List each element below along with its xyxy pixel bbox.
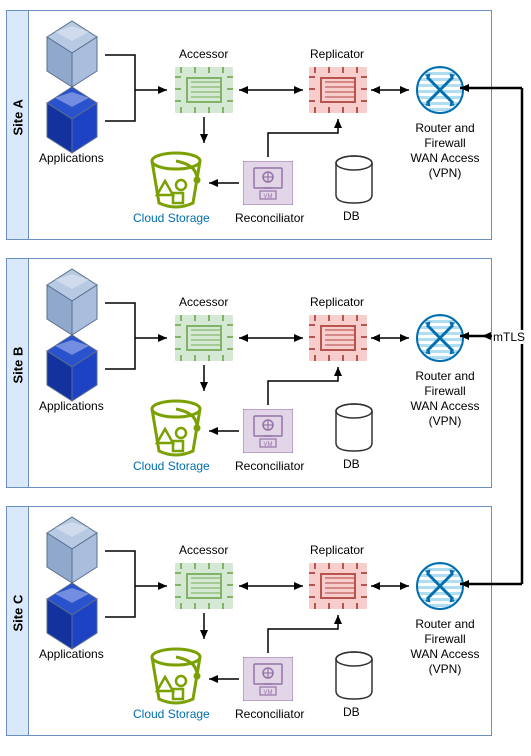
router-firewall-icon	[415, 65, 465, 120]
cloud-storage-bucket-icon	[147, 151, 205, 216]
replicator-chip-icon	[309, 563, 367, 614]
accessor-chip-icon	[175, 67, 233, 118]
replicator-chip-icon	[309, 67, 367, 118]
cloud-storage-label: Cloud Storage	[133, 707, 210, 722]
database-icon	[333, 651, 375, 706]
reconciliator-label: Reconciliator	[235, 707, 304, 722]
db-label: DB	[343, 209, 360, 224]
site-label-strip: Site A	[7, 11, 29, 239]
applications-label: Applications	[39, 399, 104, 414]
router-label: Router andFirewallWAN Access(VPN)	[405, 121, 485, 181]
site-name-label: Site C	[11, 610, 26, 632]
application-box-icon	[41, 267, 111, 337]
svg-text:VM: VM	[264, 690, 273, 696]
router-firewall-icon	[415, 313, 465, 368]
site-block-b: Site B Applications Accessor Replicator Rout…	[6, 258, 492, 488]
reconciliator-vm-icon: VM	[243, 161, 293, 210]
router-firewall-icon	[415, 561, 465, 616]
applications-label: Applications	[39, 647, 104, 662]
replicator-label: Replicator	[310, 47, 364, 62]
site-label-strip: Site C	[7, 507, 29, 735]
mtls-label: mTLS	[492, 330, 526, 344]
replicator-label: Replicator	[310, 295, 364, 310]
accessor-label: Accessor	[179, 47, 228, 62]
cloud-storage-bucket-icon	[147, 647, 205, 712]
accessor-label: Accessor	[179, 295, 228, 310]
database-icon	[333, 155, 375, 210]
database-icon	[333, 403, 375, 458]
router-label: Router andFirewallWAN Access(VPN)	[405, 617, 485, 677]
accessor-label: Accessor	[179, 543, 228, 558]
cloud-storage-label: Cloud Storage	[133, 459, 210, 474]
applications-label: Applications	[39, 151, 104, 166]
accessor-chip-icon	[175, 315, 233, 366]
db-label: DB	[343, 457, 360, 472]
application-box-icon	[41, 333, 111, 403]
reconciliator-label: Reconciliator	[235, 459, 304, 474]
replicator-chip-icon	[309, 315, 367, 366]
site-block-c: Site C Applications Accessor Replicator Rout…	[6, 506, 492, 736]
cloud-storage-label: Cloud Storage	[133, 211, 210, 226]
application-box-icon	[41, 19, 111, 89]
replicator-label: Replicator	[310, 543, 364, 558]
svg-text:VM: VM	[264, 194, 273, 200]
router-label: Router andFirewallWAN Access(VPN)	[405, 369, 485, 429]
reconciliator-label: Reconciliator	[235, 211, 304, 226]
svg-text:VM: VM	[264, 442, 273, 448]
reconciliator-vm-icon: VM	[243, 409, 293, 458]
application-box-icon	[41, 581, 111, 651]
cloud-storage-bucket-icon	[147, 399, 205, 464]
accessor-chip-icon	[175, 563, 233, 614]
site-label-strip: Site B	[7, 259, 29, 487]
application-box-icon	[41, 515, 111, 585]
site-block-a: Site A Applications Accessor Replicator Rout…	[6, 10, 492, 240]
db-label: DB	[343, 705, 360, 720]
site-name-label: Site B	[11, 362, 26, 384]
application-box-icon	[41, 85, 111, 155]
site-name-label: Site A	[11, 114, 26, 136]
reconciliator-vm-icon: VM	[243, 657, 293, 706]
